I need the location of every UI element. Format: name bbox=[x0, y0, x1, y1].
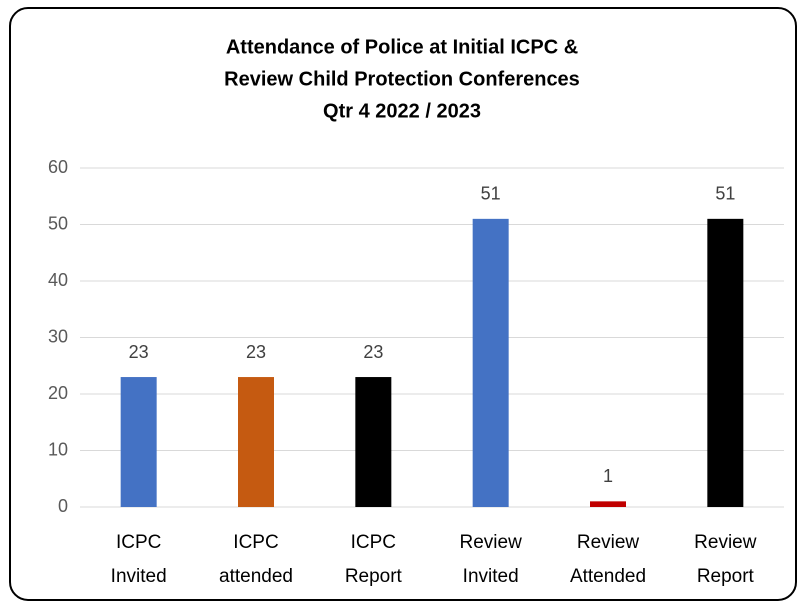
x-tick-label: ICPC attended bbox=[219, 532, 293, 587]
bar bbox=[238, 377, 274, 507]
x-tick-label: ICPC Report bbox=[345, 532, 403, 587]
bar bbox=[590, 501, 626, 507]
y-tick-label: 20 bbox=[48, 383, 68, 403]
chart-border bbox=[9, 7, 797, 601]
y-tick-label: 60 bbox=[48, 157, 68, 177]
data-label: 1 bbox=[603, 466, 613, 486]
data-label: 23 bbox=[129, 342, 149, 362]
bar bbox=[120, 377, 157, 507]
x-tick-label: Review Report bbox=[694, 532, 757, 587]
data-label: 23 bbox=[246, 342, 266, 362]
y-tick-label: 30 bbox=[48, 326, 68, 346]
x-tick-label: Review Attended bbox=[570, 532, 646, 587]
data-label: 51 bbox=[715, 184, 735, 204]
chart-title: Review Child Protection Conferences bbox=[224, 68, 580, 90]
bar bbox=[355, 377, 392, 507]
bar bbox=[472, 218, 509, 507]
chart-title: Attendance of Police at Initial ICPC & bbox=[226, 36, 578, 58]
y-tick-label: 40 bbox=[48, 270, 68, 290]
x-tick-label: ICPC Invited bbox=[111, 532, 167, 587]
x-tick-label: Review Invited bbox=[460, 532, 523, 587]
y-tick-label: 50 bbox=[48, 213, 68, 233]
chart-title: Qtr 4 2022 / 2023 bbox=[323, 100, 481, 122]
data-label: 51 bbox=[481, 184, 501, 204]
y-tick-label: 0 bbox=[58, 496, 68, 516]
bar bbox=[707, 218, 744, 507]
data-label: 23 bbox=[363, 342, 383, 362]
y-tick-label: 10 bbox=[48, 439, 68, 459]
